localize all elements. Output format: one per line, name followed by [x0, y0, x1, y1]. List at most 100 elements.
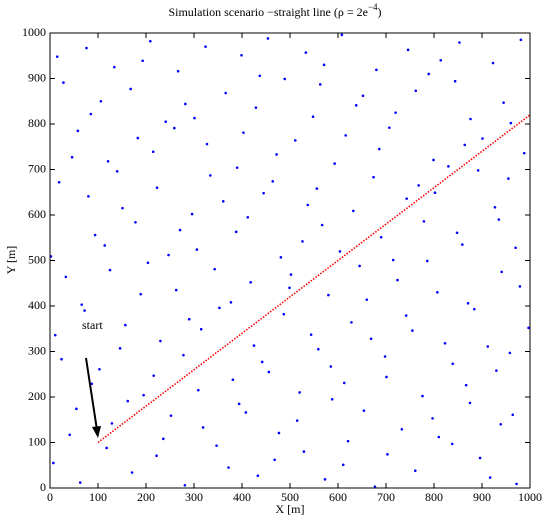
node-point [362, 409, 366, 412]
node-point [304, 51, 308, 54]
node-point [169, 414, 173, 417]
node-point [502, 101, 505, 104]
node-point [213, 267, 216, 271]
node-point [242, 131, 245, 134]
node-point [62, 81, 65, 84]
node-point [432, 158, 435, 162]
node-point [391, 258, 395, 262]
node-point [167, 253, 170, 257]
node-point [80, 303, 83, 306]
node-point [267, 370, 271, 374]
node-point [224, 91, 227, 95]
y-tick-label: 0 [40, 480, 46, 494]
node-point [497, 218, 501, 221]
x-axis-label: X [m] [276, 502, 305, 516]
node-point [439, 59, 443, 62]
node-point [463, 143, 467, 147]
x-tick-label: 900 [473, 490, 491, 504]
node-point [493, 205, 497, 209]
node-point [103, 244, 107, 247]
node-point [260, 360, 264, 364]
node-point [283, 77, 287, 81]
node-point [64, 275, 68, 279]
node-point [379, 235, 383, 239]
node-point [411, 329, 414, 332]
node-point [282, 312, 286, 316]
node-point [273, 458, 276, 462]
node-point [204, 45, 207, 48]
node-point [373, 485, 377, 488]
y-tick-label: 300 [28, 343, 46, 357]
node-point [447, 165, 450, 168]
y-tick-label: 1000 [22, 25, 46, 39]
node-point [78, 481, 82, 484]
node-point [237, 402, 241, 406]
node-point [93, 233, 97, 237]
node-point [193, 116, 196, 120]
node-point [437, 435, 441, 439]
node-point [53, 333, 57, 337]
y-tick-label: 400 [28, 298, 46, 312]
node-point [108, 268, 112, 272]
node-point [139, 292, 143, 296]
node-point [478, 456, 482, 460]
node-point [315, 187, 319, 190]
node-point [142, 393, 145, 397]
node-point [85, 46, 88, 50]
node-point [500, 270, 503, 274]
node-point [184, 102, 187, 106]
node-point [414, 89, 418, 93]
node-point [151, 150, 155, 154]
node-point [197, 388, 200, 392]
node-point [231, 378, 235, 382]
path-line [97, 114, 531, 444]
node-point [229, 301, 233, 304]
node-point [105, 446, 108, 450]
y-tick-label: 800 [28, 116, 46, 130]
node-point [182, 353, 185, 357]
node-point [173, 126, 176, 130]
node-point [234, 230, 238, 234]
node-point [422, 220, 426, 223]
node-point [302, 450, 306, 453]
node-point [246, 215, 250, 219]
node-point [240, 53, 243, 57]
node-point [421, 394, 424, 398]
node-point [469, 117, 472, 121]
node-point [383, 355, 387, 358]
node-point [499, 423, 503, 426]
node-point [76, 129, 80, 133]
node-point [417, 184, 420, 187]
node-point [481, 137, 484, 140]
annotation-arrow [85, 357, 98, 431]
node-point [464, 383, 468, 387]
node-point [473, 307, 476, 311]
x-tick-label: 700 [377, 490, 395, 504]
node-point [124, 323, 127, 327]
node-point [396, 278, 399, 282]
node-point [152, 374, 155, 377]
node-point [126, 399, 130, 403]
node-point [159, 339, 162, 343]
node-point [509, 121, 513, 125]
node-point [358, 264, 361, 268]
node-point [235, 166, 239, 169]
node-point [461, 243, 464, 246]
x-tick-label: 300 [185, 490, 203, 504]
node-point [262, 191, 265, 195]
node-point [375, 68, 378, 72]
node-point [486, 345, 490, 348]
node-point [458, 41, 461, 44]
node-point [311, 115, 315, 119]
node-point [386, 453, 389, 456]
annotation-arrowhead [92, 426, 101, 438]
node-point [346, 439, 350, 443]
node-point [218, 306, 221, 310]
node-point [89, 112, 93, 116]
node-point [199, 327, 203, 331]
node-point [110, 422, 114, 425]
node-point [288, 286, 291, 290]
node-point [176, 69, 180, 73]
node-point [258, 74, 262, 78]
node-point [149, 39, 152, 43]
